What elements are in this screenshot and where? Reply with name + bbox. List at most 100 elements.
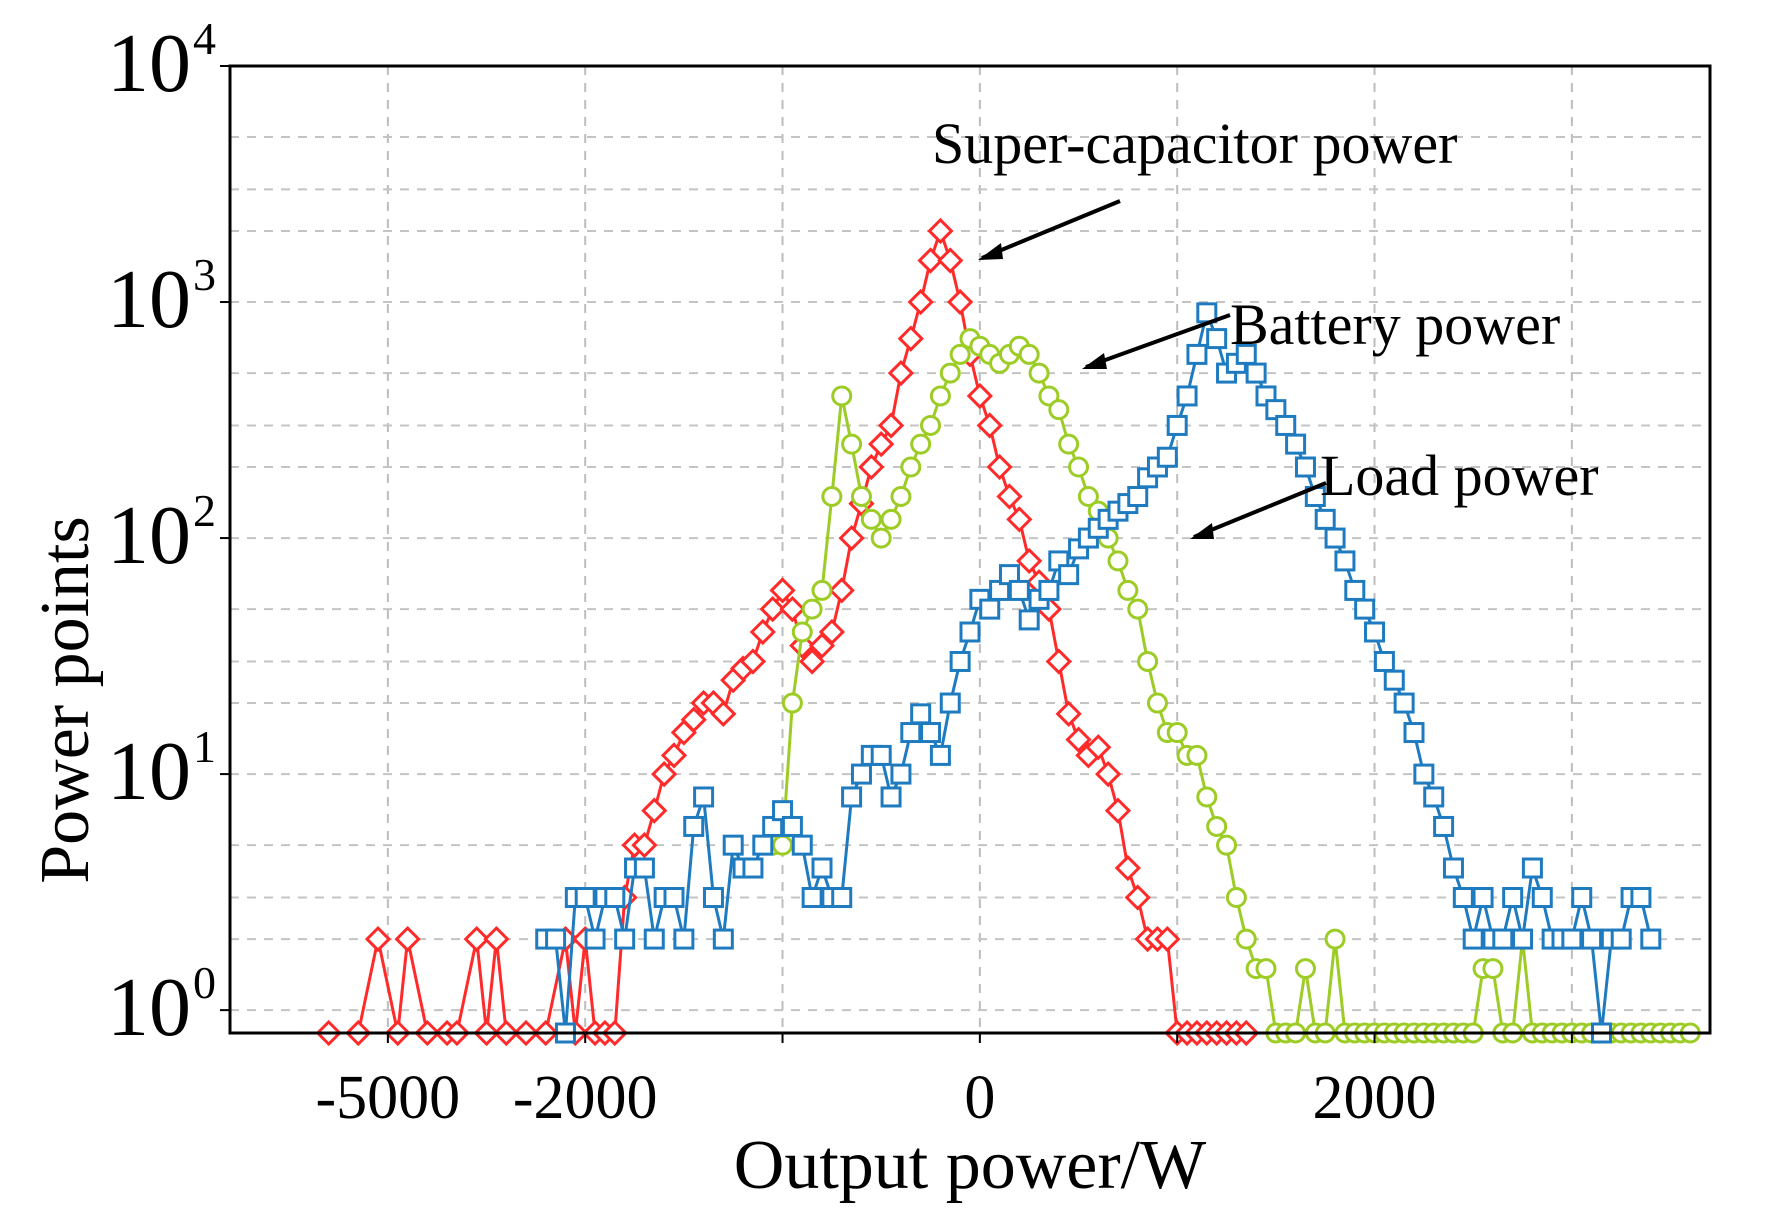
series-marker-diamond: [660, 742, 688, 769]
series-marker-circle: [772, 834, 794, 856]
x-tick-label: 0: [964, 1064, 995, 1132]
series-marker-diamond: [1055, 700, 1082, 727]
series-marker-diamond: [769, 577, 796, 604]
y-tick-label-base: 10: [107, 489, 191, 582]
series-marker-square: [1018, 609, 1040, 631]
series-marker-circle: [1225, 887, 1247, 909]
series-marker-square: [959, 621, 981, 643]
series-marker-square: [1334, 550, 1356, 572]
y-tick-label-base: 10: [107, 725, 191, 818]
series-marker-square: [1413, 763, 1435, 785]
series-marker-diamond: [828, 577, 855, 604]
series-marker-square: [1433, 815, 1455, 837]
annotation-layer: Super-capacitor power Battery power Load…: [932, 111, 1599, 539]
series-marker-square: [1640, 928, 1662, 950]
series-marker-diamond: [364, 925, 392, 953]
series-marker-diamond: [1154, 925, 1181, 953]
series-marker-circle: [841, 433, 863, 455]
series-marker-diamond: [897, 325, 924, 352]
series-marker-circle: [821, 486, 843, 507]
annotation-arrowhead-super: [978, 243, 1003, 260]
series-marker-diamond: [739, 648, 767, 675]
series-marker-square: [1610, 928, 1632, 950]
series-marker-square: [910, 703, 932, 725]
series-marker-square: [1492, 928, 1514, 950]
series-marker-square: [702, 887, 724, 909]
series-marker-square: [1423, 786, 1445, 808]
series-marker-circle: [1294, 958, 1316, 980]
x-tick-label: -5000: [316, 1064, 461, 1132]
series-marker-circle: [1166, 722, 1188, 744]
series-marker-square: [801, 887, 823, 909]
series-marker-diamond: [877, 412, 905, 439]
series-marker-diamond: [680, 706, 707, 733]
series-marker-circle: [1146, 692, 1168, 714]
series-marker-square: [1127, 486, 1149, 507]
series-marker-diamond: [1045, 648, 1072, 675]
y-tick-label-exponent: 1: [193, 721, 216, 772]
series-marker-square: [673, 928, 695, 950]
y-tick-label-base: 10: [107, 253, 191, 346]
annotation-load-power: Load power: [1320, 443, 1599, 508]
series-marker-square: [545, 928, 567, 950]
series-marker-square: [1324, 527, 1346, 549]
series-marker-square: [633, 857, 655, 879]
series-marker-diamond: [1124, 884, 1151, 911]
annotation-super-capacitor-power: Super-capacitor power: [932, 111, 1457, 176]
series-marker-square: [1462, 928, 1484, 950]
series-marker-square: [1393, 692, 1415, 714]
series-marker-diamond: [1006, 506, 1033, 533]
series-marker-square: [1373, 650, 1395, 672]
series-marker-square: [1275, 414, 1297, 436]
series-marker-circle: [1028, 362, 1050, 384]
series-marker-square: [683, 815, 705, 837]
series-marker-square: [1186, 343, 1208, 365]
series-marker-square: [1008, 579, 1030, 601]
series-marker-square: [841, 786, 863, 808]
series-marker-diamond: [641, 797, 668, 824]
series-marker-diamond: [1016, 547, 1043, 575]
series-marker-diamond: [483, 925, 510, 953]
series-marker-square: [920, 722, 942, 744]
series-marker-diamond: [947, 288, 974, 316]
series-marker-circle: [1127, 598, 1149, 620]
annotation-arrow-load: [1193, 481, 1327, 539]
series-marker-square: [1383, 669, 1405, 691]
x-tick-layer: -5000 -2000 0 2000: [316, 1033, 1573, 1132]
series-marker-square: [584, 928, 606, 950]
series-marker-square: [663, 887, 685, 909]
series-marker-square: [1294, 456, 1316, 478]
series-marker-square: [781, 815, 803, 837]
series-marker-square: [614, 928, 636, 950]
series-marker-square: [1156, 446, 1178, 468]
series-marker-circle: [1058, 433, 1080, 455]
series-marker-square: [1285, 433, 1307, 455]
series-marker-square: [1581, 928, 1603, 950]
series-marker-circle: [870, 527, 892, 549]
x-axis-title: Output power/W: [734, 1127, 1206, 1204]
series-marker-circle: [1048, 399, 1070, 421]
series-marker-square: [1531, 887, 1553, 909]
series-marker-circle: [1018, 343, 1040, 365]
series-marker-diamond: [986, 453, 1013, 481]
series-marker-square: [831, 887, 853, 909]
series-marker-circle: [791, 621, 813, 643]
series-marker-circle: [811, 579, 833, 601]
series-marker-circle: [910, 433, 932, 455]
annotation-arrowhead-load: [1190, 523, 1214, 539]
series-marker-square: [1442, 857, 1464, 879]
series-marker-square: [1206, 328, 1228, 350]
series-marker-circle: [1255, 958, 1277, 980]
series-marker-diamond: [838, 524, 865, 552]
plot-frame: [228, 64, 1712, 1035]
series-marker-square: [1512, 928, 1534, 950]
series-marker-diamond: [759, 595, 786, 623]
grid-layer: [230, 65, 1710, 1033]
series-marker-circle: [1077, 486, 1099, 507]
series-marker-circle: [900, 456, 922, 478]
series-marker-circle: [920, 414, 942, 436]
series-marker-square: [939, 692, 961, 714]
y-tick-label-exponent: 2: [193, 485, 216, 536]
series-marker-square: [1344, 579, 1366, 601]
